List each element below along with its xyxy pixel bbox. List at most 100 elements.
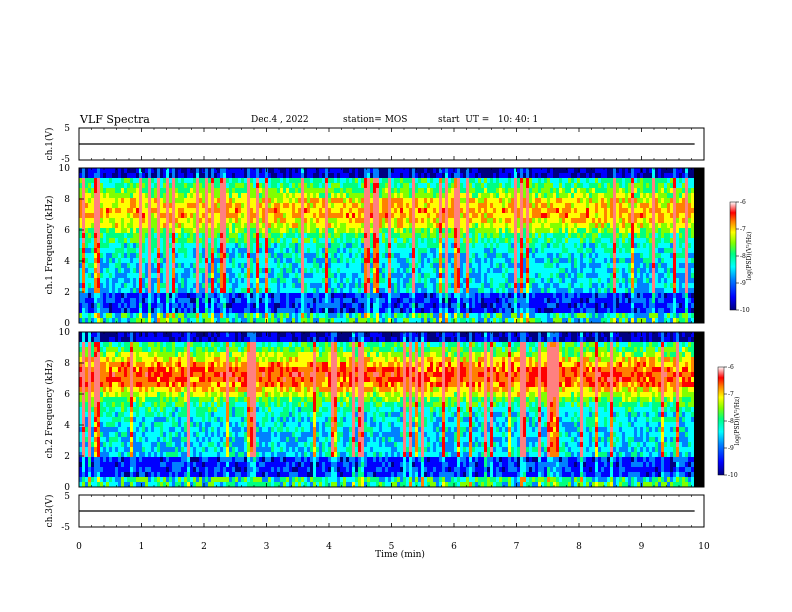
spectrogram-cell (406, 213, 409, 218)
spectrogram-cell (85, 308, 88, 313)
spectrogram-cell (397, 283, 400, 288)
spectrogram-cell (109, 318, 112, 323)
spectrogram-cell (268, 228, 271, 233)
spectrogram-cell (295, 298, 298, 303)
spectrogram-cell (547, 248, 550, 253)
spectrogram-cell (304, 188, 307, 193)
spectrogram-cell (253, 208, 256, 213)
spectrogram-cell (190, 288, 193, 293)
spectrogram-cell (85, 213, 88, 218)
spectrogram-cell (544, 263, 547, 268)
spectrogram-cell (475, 193, 478, 198)
spectrogram-cell (373, 263, 376, 268)
spectrogram-cell (397, 268, 400, 273)
spectrogram-cell (271, 253, 274, 258)
spectrogram-cell (445, 243, 448, 248)
spectrogram-cell (382, 198, 385, 203)
spectrogram-cell (310, 318, 313, 323)
spectrogram-cell (223, 298, 226, 303)
spectrogram-cell (496, 208, 499, 213)
spectrogram-cell (526, 318, 529, 323)
spectrogram-cell (199, 223, 202, 228)
spectrogram-cell (127, 208, 130, 213)
spectrogram-cell (106, 203, 109, 208)
spectrogram-cell (229, 173, 232, 178)
spectrogram-cell (376, 303, 379, 308)
spectrogram-cell (343, 288, 346, 293)
spectrogram-cell (448, 178, 451, 183)
spectrogram-cell (535, 233, 538, 238)
spectrogram-cell (361, 273, 364, 278)
spectrogram-cell (112, 298, 115, 303)
spectrogram-cell (364, 248, 367, 253)
spectrogram-cell (346, 223, 349, 228)
spectrogram-cell (310, 253, 313, 258)
spectrogram-cell (127, 313, 130, 318)
spectrogram-cell (460, 243, 463, 248)
spectrogram-cell (517, 273, 520, 278)
spectrogram-cell (349, 193, 352, 198)
spectrogram-cell (358, 188, 361, 193)
spectrogram-cell (364, 298, 367, 303)
spectrogram-cell (520, 223, 523, 228)
spectrogram-cell (163, 248, 166, 253)
spectrogram-cell (319, 198, 322, 203)
spectrogram-cell (535, 208, 538, 213)
spectrogram-cell (436, 233, 439, 238)
spectrogram-cell (283, 308, 286, 313)
spectrogram-cell (181, 273, 184, 278)
spectrogram-cell (160, 203, 163, 208)
spectrogram-cell (511, 173, 514, 178)
spectrogram-cell (451, 183, 454, 188)
spectrogram-cell (115, 268, 118, 273)
spectrogram-cell (361, 173, 364, 178)
spectrogram-cell (334, 173, 337, 178)
spectrogram-cell (112, 188, 115, 193)
spectrogram-cell (343, 253, 346, 258)
spectrogram-cell (277, 178, 280, 183)
spectrogram-cell (121, 303, 124, 308)
spectrogram-cell (520, 283, 523, 288)
spectrogram-cell (385, 233, 388, 238)
spectrogram-cell (265, 258, 268, 263)
spectrogram-cell (523, 303, 526, 308)
spectrogram-cell (187, 268, 190, 273)
spectrogram-cell (247, 203, 250, 208)
spectrogram-cell (535, 253, 538, 258)
spectrogram-cell (115, 218, 118, 223)
spectrogram-cell (268, 183, 271, 188)
spectrogram-cell (466, 308, 469, 313)
spectrogram-cell (316, 248, 319, 253)
spectrogram-cell (193, 238, 196, 243)
spectrogram-cell (148, 258, 151, 263)
spectrogram-cell (379, 263, 382, 268)
spectrogram-cell (514, 178, 517, 183)
spectrogram-cell (235, 208, 238, 213)
spectrogram-cell (103, 193, 106, 198)
spectrogram-cell (82, 203, 85, 208)
spectrogram-cell (247, 293, 250, 298)
spectrogram-cell (220, 238, 223, 243)
spectrogram-cell (136, 303, 139, 308)
spectrogram-cell (517, 183, 520, 188)
spectrogram-cell (511, 233, 514, 238)
spectrogram-cell (406, 268, 409, 273)
spectrogram-cell (499, 243, 502, 248)
spectrogram-cell (442, 288, 445, 293)
spectrogram-cell (289, 198, 292, 203)
spectrogram-cell (535, 193, 538, 198)
spectrogram-cell (253, 303, 256, 308)
spectrogram-cell (400, 203, 403, 208)
spectrogram-cell (466, 318, 469, 323)
spectrogram-cell (532, 228, 535, 233)
spectrogram-cell (373, 183, 376, 188)
spectrogram-cell (202, 198, 205, 203)
spectrogram-cell (352, 293, 355, 298)
spectrogram-cell (259, 318, 262, 323)
spectrogram-cell (469, 178, 472, 183)
spectrogram-cell (292, 243, 295, 248)
spectrogram-cell (184, 268, 187, 273)
spectrogram-cell (226, 188, 229, 193)
spectrogram-cell (172, 248, 175, 253)
spectrogram-cell (559, 198, 562, 203)
